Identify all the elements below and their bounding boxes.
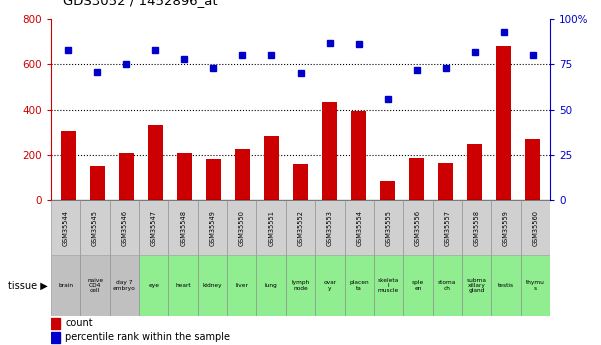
Bar	[315, 200, 344, 255]
Text: GSM35546: GSM35546	[121, 210, 127, 246]
Text: skeleta
l
muscle: skeleta l muscle	[378, 278, 399, 293]
Bar	[350, 111, 367, 200]
Text: sple
en: sple en	[412, 280, 424, 291]
Bar	[234, 149, 251, 200]
Bar	[344, 200, 374, 255]
Text: GDS3052 / 1452896_at: GDS3052 / 1452896_at	[63, 0, 218, 7]
Bar	[227, 200, 257, 255]
Bar	[286, 200, 315, 255]
Bar	[403, 200, 433, 255]
Text: tissue ▶: tissue ▶	[8, 280, 48, 290]
Bar	[263, 136, 279, 200]
Bar	[344, 255, 374, 316]
Text: GSM35545: GSM35545	[92, 210, 98, 246]
Bar	[90, 166, 105, 200]
Bar	[520, 255, 550, 316]
Text: GSM35550: GSM35550	[239, 210, 245, 246]
Text: testis: testis	[498, 283, 514, 288]
Text: thymu
s: thymu s	[526, 280, 545, 291]
Bar	[374, 200, 403, 255]
Bar	[139, 200, 168, 255]
Text: GSM35558: GSM35558	[474, 210, 480, 246]
Bar	[110, 200, 139, 255]
Text: lymph
node: lymph node	[291, 280, 310, 291]
Text: GSM35559: GSM35559	[503, 210, 509, 246]
Bar	[433, 200, 462, 255]
Text: count: count	[65, 318, 93, 328]
Bar	[177, 152, 192, 200]
Text: GSM35548: GSM35548	[180, 210, 186, 246]
Text: GSM35555: GSM35555	[385, 210, 391, 246]
Bar	[286, 255, 315, 316]
Bar	[315, 255, 344, 316]
Bar	[293, 164, 308, 200]
Text: brain: brain	[58, 283, 73, 288]
Text: GSM35551: GSM35551	[268, 210, 274, 246]
Bar	[257, 255, 286, 316]
Text: GSM35549: GSM35549	[210, 210, 216, 246]
Text: GSM35552: GSM35552	[297, 210, 304, 246]
Bar	[61, 131, 76, 200]
Bar	[51, 332, 60, 343]
Bar	[118, 152, 135, 200]
Bar	[51, 318, 60, 329]
Bar	[520, 200, 550, 255]
Bar	[322, 102, 338, 200]
Bar	[496, 46, 511, 200]
Text: GSM35557: GSM35557	[444, 210, 450, 246]
Text: stoma
ch: stoma ch	[438, 280, 456, 291]
Bar	[227, 255, 257, 316]
Text: GSM35547: GSM35547	[151, 210, 157, 246]
Text: eye: eye	[148, 283, 159, 288]
Bar	[403, 255, 433, 316]
Text: liver: liver	[236, 283, 248, 288]
Bar	[139, 255, 168, 316]
Bar	[433, 255, 462, 316]
Bar	[81, 255, 110, 316]
Text: subma
xillary
gland: subma xillary gland	[466, 278, 487, 293]
Bar	[525, 139, 540, 200]
Bar	[198, 200, 227, 255]
Bar	[81, 200, 110, 255]
Bar	[438, 163, 454, 200]
Bar	[409, 158, 424, 200]
Bar	[462, 255, 491, 316]
Bar	[168, 255, 198, 316]
Bar	[466, 144, 483, 200]
Text: GSM35554: GSM35554	[356, 210, 362, 246]
Text: placen
ta: placen ta	[349, 280, 369, 291]
Bar	[206, 159, 222, 200]
Text: naive
CD4
cell: naive CD4 cell	[87, 278, 103, 293]
Text: GSM35560: GSM35560	[532, 210, 538, 246]
Text: GSM35553: GSM35553	[327, 210, 333, 246]
Bar	[51, 200, 81, 255]
Text: lung: lung	[265, 283, 278, 288]
Bar	[462, 200, 491, 255]
Text: GSM35544: GSM35544	[63, 210, 69, 246]
Bar	[491, 200, 520, 255]
Text: ovar
y: ovar y	[323, 280, 337, 291]
Bar	[257, 200, 286, 255]
Bar	[168, 200, 198, 255]
Bar	[147, 125, 163, 200]
Text: percentile rank within the sample: percentile rank within the sample	[65, 332, 230, 342]
Bar	[379, 181, 395, 200]
Bar	[374, 255, 403, 316]
Bar	[491, 255, 520, 316]
Bar	[110, 255, 139, 316]
Text: GSM35556: GSM35556	[415, 210, 421, 246]
Bar	[198, 255, 227, 316]
Text: day 7
embryo: day 7 embryo	[113, 280, 136, 291]
Bar	[51, 255, 81, 316]
Text: kidney: kidney	[203, 283, 222, 288]
Text: heart: heart	[175, 283, 191, 288]
